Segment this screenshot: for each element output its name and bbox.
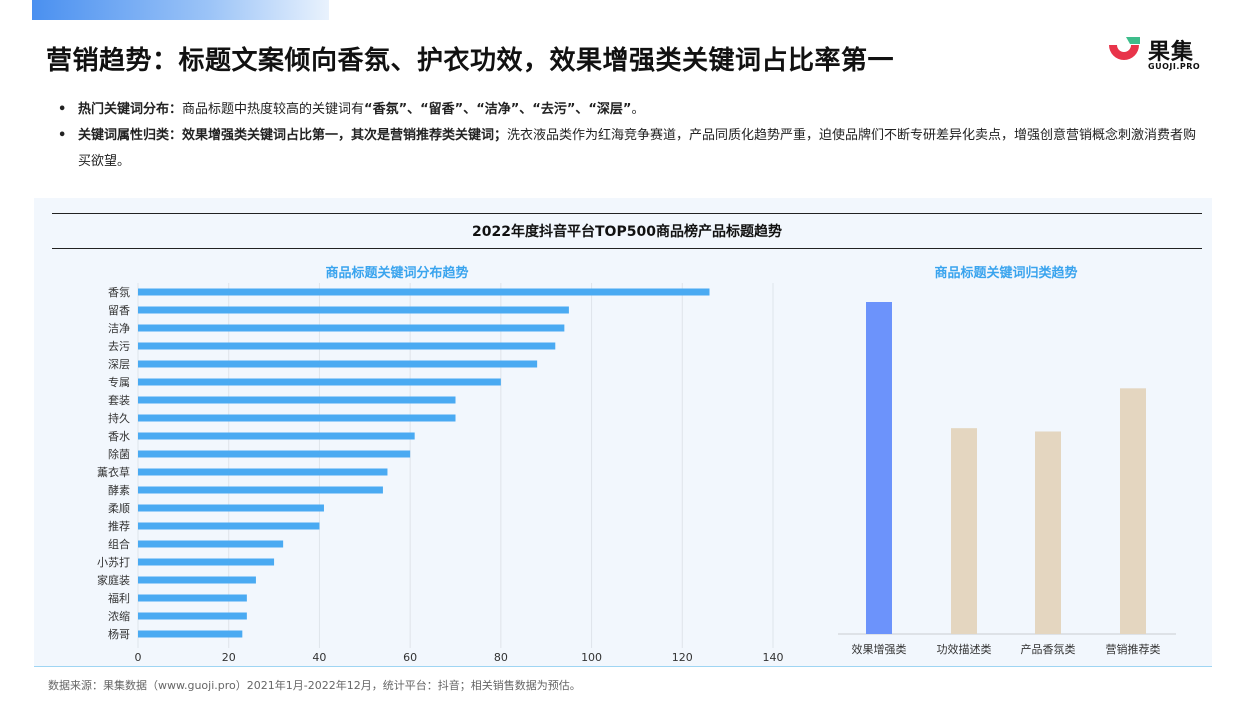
keyword-bar-chart: 0 20 40 60 80 100 120 140 香氛留香洁净去污深层专属套装持久香水除菌薰衣… — [97, 283, 784, 664]
bullet-text: 洗衣液品类作为红海竞争赛道，产品同质化趋势严重，迫使品牌们不断专研差异化卖点，增… — [78, 128, 1197, 169]
y-category-label: 香水 — [108, 430, 130, 443]
y-category-label: 去污 — [108, 340, 130, 353]
x-tick-label: 120 — [672, 651, 693, 664]
y-category-label: 家庭装 — [97, 573, 130, 587]
x-category-label: 效果增强类 — [852, 642, 907, 656]
chart-panel — [34, 198, 1212, 666]
brand-logo: 果集 GUOJI.PRO — [1106, 32, 1218, 76]
bullet-highlight: “香氛”、“留香”、“洁净”、“去污”、“深层” — [364, 102, 632, 117]
bullet-label: 热门关键词分布： — [78, 102, 183, 117]
keyword-bar — [138, 558, 275, 566]
bullet-highlight: 效果增强类关键词占比第一，其次是营销推荐类关键词； — [182, 128, 508, 143]
category-bar — [951, 428, 977, 634]
chart-section-title: 2022年度抖音平台TOP500商品榜产品标题趋势 — [52, 213, 1202, 249]
chart1-title: 商品标题关键词分布趋势 — [325, 265, 468, 281]
keyword-bar — [138, 378, 501, 386]
x-category-label: 产品香氛类 — [1021, 642, 1076, 656]
bullet-label: 关键词属性归类： — [78, 128, 183, 143]
keyword-bar — [138, 468, 388, 476]
logo-icon — [1109, 37, 1140, 60]
y-category-label: 浓缩 — [108, 610, 130, 623]
keyword-bar — [138, 432, 415, 440]
y-category-label: 持久 — [108, 411, 130, 425]
keyword-bar — [138, 630, 243, 638]
chart2-title: 商品标题关键词归类趋势 — [934, 265, 1077, 281]
y-category-label: 深层 — [108, 358, 130, 371]
category-bar — [1035, 431, 1061, 634]
bullet-text: 商品标题中热度较高的关键词有 — [182, 102, 365, 117]
top-accent-bar — [32, 0, 329, 20]
y-category-label: 福利 — [108, 591, 130, 605]
x-tick-label: 80 — [494, 651, 508, 664]
y-category-label: 酵素 — [108, 484, 130, 497]
keyword-bar — [138, 612, 247, 620]
keyword-bar — [138, 594, 247, 602]
y-category-label: 柔顺 — [108, 502, 130, 515]
keyword-bar — [138, 414, 456, 422]
keyword-bar — [138, 342, 556, 350]
x-tick-label: 100 — [581, 651, 602, 664]
y-category-label: 推荐 — [108, 519, 130, 533]
keyword-bar — [138, 540, 284, 548]
x-tick-label: 60 — [403, 651, 417, 664]
y-category-label: 薰衣草 — [97, 465, 130, 479]
keyword-bar — [138, 306, 569, 314]
y-category-label: 专属 — [108, 375, 130, 389]
y-category-label: 组合 — [108, 537, 130, 551]
keyword-bar — [138, 576, 256, 584]
category-bar — [1120, 388, 1146, 634]
y-category-label: 杨哥 — [108, 627, 130, 641]
logo-domain: GUOJI.PRO — [1148, 62, 1201, 71]
keyword-bar — [138, 360, 538, 368]
logo-text: 果集 — [1148, 40, 1195, 65]
x-tick-label: 140 — [763, 651, 784, 664]
y-category-label: 留香 — [108, 304, 130, 317]
y-category-label: 洁净 — [108, 321, 130, 335]
bullet-list: 热门关键词分布：商品标题中热度较高的关键词有“香氛”、“留香”、“洁净”、“去污… — [58, 97, 1208, 175]
y-category-label: 香氛 — [108, 286, 130, 299]
x-category-label: 功效描述类 — [937, 642, 992, 656]
keyword-bar — [138, 324, 565, 332]
x-tick-label: 0 — [135, 651, 142, 664]
source-note: 数据来源：果集数据（www.guoji.pro）2021年1月-2022年12月… — [48, 679, 581, 692]
category-bar — [866, 302, 892, 634]
category-bar-chart: 效果增强类 功效描述类 产品香氛类 营销推荐类 — [838, 302, 1176, 656]
x-tick-label: 40 — [312, 651, 326, 664]
bullet-keyword-categories: 关键词属性归类：效果增强类关键词占比第一，其次是营销推荐类关键词；洗衣液品类作为… — [58, 123, 1208, 175]
y-category-label: 小苏打 — [97, 555, 130, 569]
keyword-bar — [138, 288, 710, 296]
x-category-label: 营销推荐类 — [1106, 642, 1161, 656]
keyword-bar — [138, 396, 456, 404]
footer-divider — [34, 666, 1212, 667]
keyword-bar — [138, 522, 320, 530]
page-title: 营销趋势：标题文案倾向香氛、护衣功效，效果增强类关键词占比率第一 — [46, 46, 895, 76]
keyword-bar — [138, 450, 411, 458]
y-category-label: 除菌 — [108, 447, 130, 461]
bullet-text-end: 。 — [631, 102, 645, 117]
x-tick-label: 20 — [222, 651, 236, 664]
bullet-hot-keywords: 热门关键词分布：商品标题中热度较高的关键词有“香氛”、“留香”、“洁净”、“去污… — [58, 97, 1208, 123]
y-category-label: 套装 — [108, 394, 130, 407]
keyword-bar — [138, 486, 383, 494]
keyword-bar — [138, 504, 324, 512]
